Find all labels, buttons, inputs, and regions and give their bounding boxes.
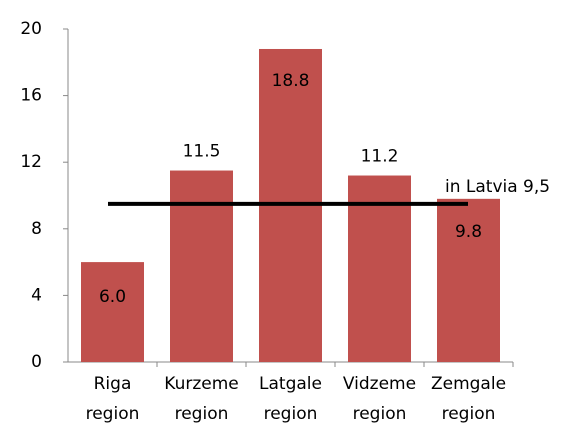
y-tick-label: 20 bbox=[20, 19, 42, 39]
x-tick-label: Kurzeme region bbox=[164, 374, 238, 424]
bar bbox=[170, 170, 233, 362]
value-label: 6.0 bbox=[99, 287, 126, 307]
value-label: 11.2 bbox=[361, 147, 399, 167]
bar bbox=[81, 262, 144, 362]
y-tick-label: 0 bbox=[31, 352, 42, 372]
y-tick-label: 16 bbox=[20, 86, 42, 106]
value-label: 11.5 bbox=[183, 142, 221, 162]
value-label: 9.8 bbox=[455, 222, 482, 242]
x-tick-label: Riga region bbox=[86, 374, 140, 424]
x-tick-label: Zemgale region bbox=[431, 374, 506, 424]
x-tick-label: Latgale region bbox=[259, 374, 322, 424]
reference-label: in Latvia 9,5 bbox=[445, 177, 550, 197]
x-tick-label: Vidzeme region bbox=[343, 374, 416, 424]
bar bbox=[437, 198, 500, 362]
value-label: 18.8 bbox=[272, 71, 310, 91]
y-tick-label: 12 bbox=[20, 152, 42, 172]
y-tick-label: 4 bbox=[31, 285, 42, 305]
y-tick-label: 8 bbox=[31, 219, 42, 239]
bar bbox=[348, 175, 411, 362]
